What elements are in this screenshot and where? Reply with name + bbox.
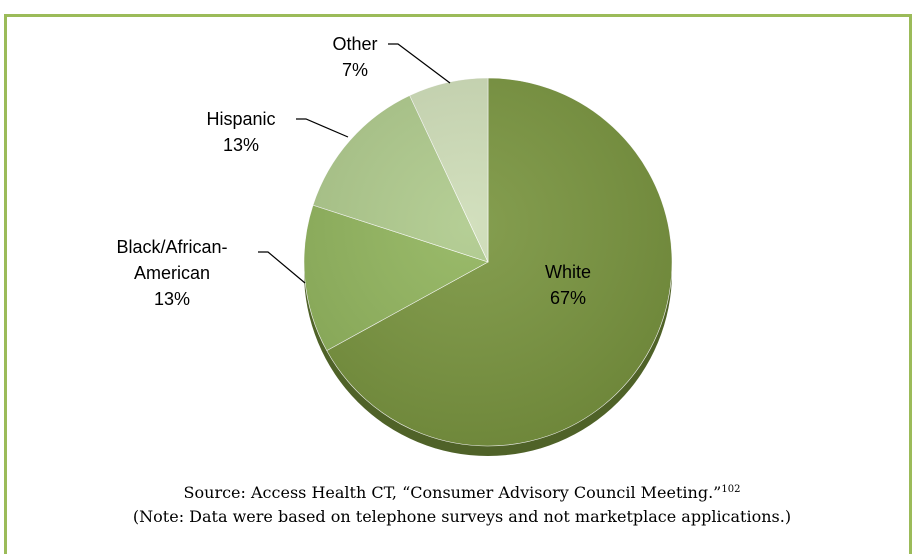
note-caption: (Note: Data were based on telephone surv… — [132, 507, 792, 526]
data-label-white: White 67% — [545, 262, 591, 308]
source-caption: Source: Access Health CT, “Consumer Advi… — [0, 483, 924, 502]
leader-line-other — [388, 43, 451, 84]
pie-shading — [304, 78, 672, 446]
leader-line-black-african-american — [258, 251, 306, 284]
pie-chart: White 67% Black/African-American 13% Hispani… — [116, 34, 673, 456]
data-label-hispanic: Hispanic 13% — [206, 109, 275, 155]
data-label-other: Other 7% — [332, 34, 377, 80]
leader-line-hispanic — [296, 118, 349, 138]
data-label-black-african-american: Black/African-American 13% — [116, 237, 227, 309]
source-reference: 102 — [721, 484, 741, 495]
source-text: Source: Access Health CT, “Consumer Advi… — [183, 483, 722, 502]
